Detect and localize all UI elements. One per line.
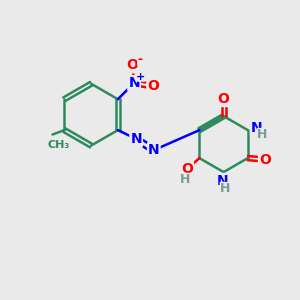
Text: H: H (180, 173, 191, 186)
Text: H: H (257, 128, 268, 141)
Text: O: O (147, 79, 159, 93)
Text: N: N (148, 143, 160, 157)
Text: O: O (259, 153, 271, 166)
Text: +: + (136, 71, 145, 82)
Text: N: N (130, 132, 142, 146)
Text: O: O (127, 58, 139, 72)
Text: H: H (220, 182, 230, 195)
Text: N: N (128, 76, 140, 90)
Text: O: O (181, 162, 193, 176)
Text: O: O (218, 92, 230, 106)
Text: N: N (217, 174, 229, 188)
Text: -: - (137, 53, 142, 66)
Text: N: N (251, 121, 262, 135)
Text: CH₃: CH₃ (47, 140, 70, 150)
